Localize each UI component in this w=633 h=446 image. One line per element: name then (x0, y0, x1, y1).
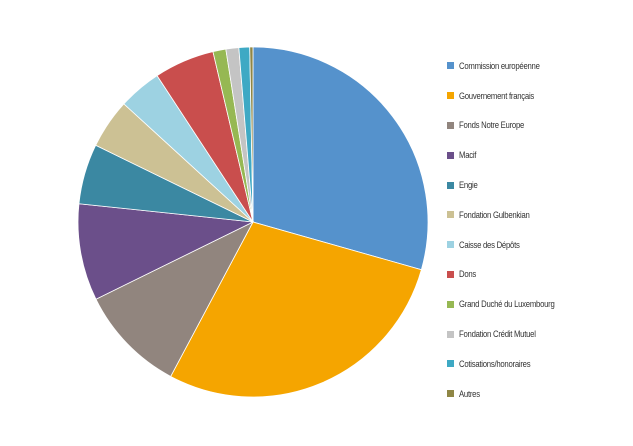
legend-swatch (447, 151, 454, 159)
legend-label: Fondation Gulbenkian (459, 209, 530, 220)
legend-label: Fonds Notre Europe (459, 120, 525, 131)
legend-item: Autres (447, 379, 629, 409)
legend-label: Gouvernement français (459, 90, 535, 101)
legend-swatch (447, 92, 454, 100)
pie-slices (77, 46, 429, 398)
legend-swatch (447, 390, 454, 398)
legend-label: Dons (459, 269, 477, 280)
legend-item: Cotisations/honoraires (447, 349, 629, 379)
legend-item: Fondation Gulbenkian (447, 200, 629, 230)
legend-swatch (447, 270, 454, 278)
legend-swatch (447, 330, 454, 338)
legend-item: Dons (447, 260, 629, 290)
legend-label: Grand Duché du Luxembourg (459, 299, 555, 310)
legend-label: Cotisations/honoraires (459, 358, 531, 369)
legend-label: Engie (459, 180, 478, 191)
legend-swatch (447, 300, 454, 308)
pie-slice-11 (249, 46, 254, 223)
legend-item: Engie (447, 170, 629, 200)
legend-label: Fondation Crédit Mutuel (459, 329, 536, 340)
pie-slice-2 (95, 221, 254, 377)
legend-label: Caisse des Dépôts (459, 239, 520, 250)
legend-swatch (447, 211, 454, 219)
legend-item: Grand Duché du Luxembourg (447, 289, 629, 319)
legend-swatch (447, 121, 454, 129)
legend-swatch (447, 62, 454, 70)
pie-slice-3 (77, 203, 255, 300)
legend-swatch (447, 181, 454, 189)
legend-label: Autres (459, 388, 480, 399)
legend-label: Commission européenne (459, 60, 540, 71)
pie-slice-1 (170, 221, 422, 398)
legend-item: Fonds Notre Europe (447, 111, 629, 141)
legend-item: Macif (447, 140, 629, 170)
legend-item: Gouvernement français (447, 81, 629, 111)
legend-item: Commission européenne (447, 51, 629, 81)
legend-label: Macif (459, 150, 477, 161)
legend-item: Fondation Crédit Mutuel (447, 319, 629, 349)
legend-item: Caisse des Dépôts (447, 230, 629, 260)
legend: Commission européenne Gouvernement frança… (447, 51, 629, 409)
legend-swatch (447, 360, 454, 368)
legend-swatch (447, 241, 454, 249)
pie-slice-0 (252, 46, 429, 271)
